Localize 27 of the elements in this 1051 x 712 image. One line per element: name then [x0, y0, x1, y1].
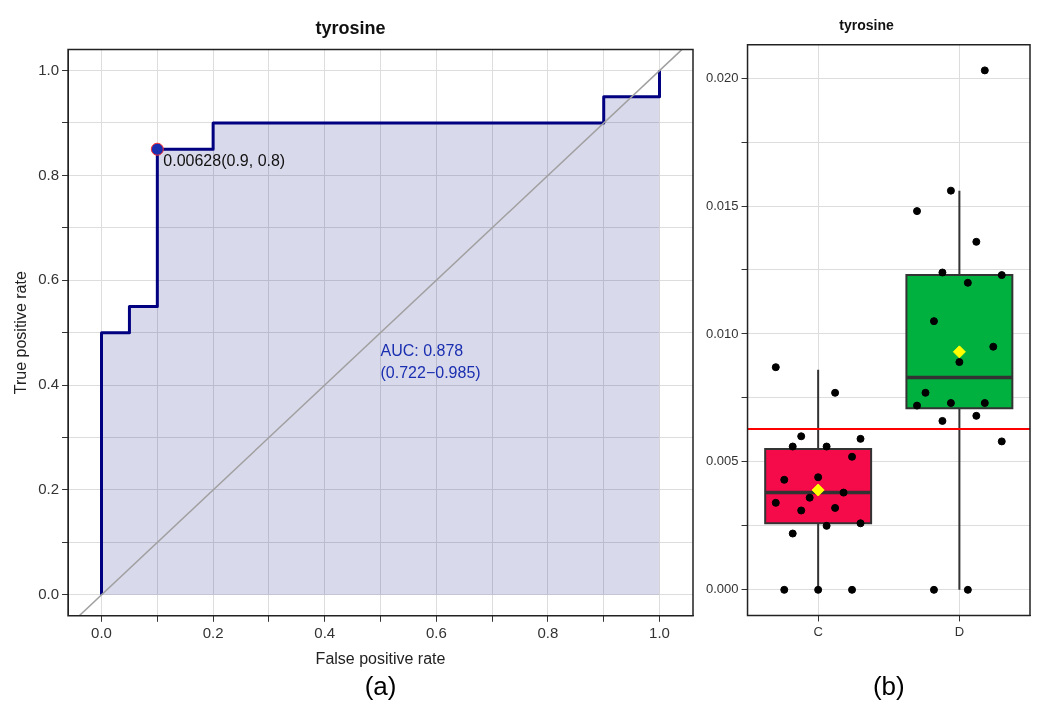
- y-tick-label: 0.005: [705, 453, 739, 469]
- y-axis-title: True positive rate: [12, 271, 30, 395]
- chart-title: tyrosine: [839, 17, 894, 34]
- x-tick-label: 1.0: [649, 623, 670, 641]
- x-tick-label: 0.8: [537, 623, 559, 641]
- y-tick-label: 0.020: [705, 69, 739, 85]
- x-tick-label: 0.4: [314, 623, 336, 641]
- y-tick-label: 0.010: [705, 325, 739, 341]
- y-tick-label: 0.000: [705, 581, 739, 597]
- chart-title: tyrosine: [315, 17, 386, 38]
- y-tick-label: 0.4: [38, 375, 60, 393]
- x-tick-label: 0.2: [202, 623, 224, 641]
- x-tick-label: C: [813, 623, 823, 639]
- x-axis-title: False positive rate: [315, 649, 446, 667]
- y-tick-label: 1.0: [38, 60, 60, 78]
- text: (a): [364, 671, 397, 702]
- x-tick-label: 0.0: [91, 623, 112, 641]
- annotation: AUC: 0.878 (0.722−0.985): [380, 342, 481, 382]
- x-tick-label: 0.6: [425, 623, 447, 641]
- y-tick-label: 0.2: [38, 480, 60, 498]
- y-tick-label: 0.6: [38, 270, 60, 288]
- text: (b): [872, 671, 905, 702]
- y-tick-label: 0.015: [705, 197, 739, 213]
- x-tick-label: D: [954, 623, 965, 639]
- y-tick-label: 0.8: [38, 165, 60, 183]
- y-tick-label: 0.0: [38, 584, 60, 602]
- annotation: 0.00628(0.9, 0.8): [163, 151, 286, 169]
